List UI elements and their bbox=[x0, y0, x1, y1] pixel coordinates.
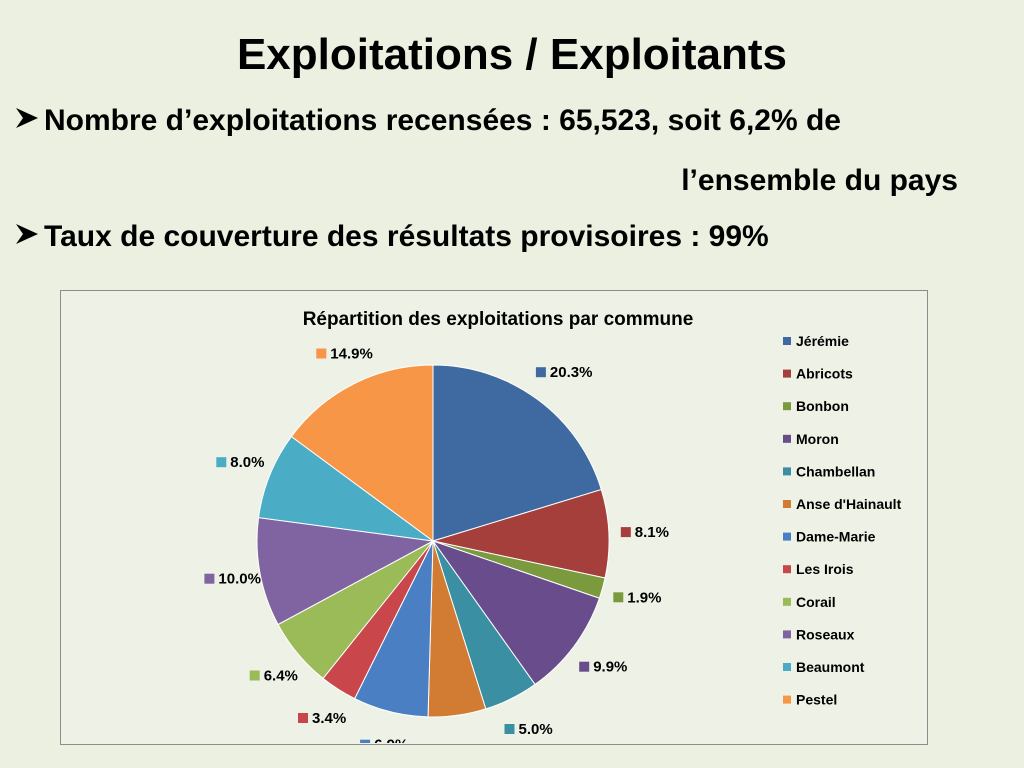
data-label-bonbon: 1.9% bbox=[613, 589, 662, 606]
legend-item-roseaux: Roseaux bbox=[783, 626, 855, 642]
legend-swatch bbox=[783, 369, 791, 378]
data-label-key bbox=[613, 592, 624, 603]
legend-swatch bbox=[783, 434, 791, 443]
legend-label: Beaumont bbox=[796, 659, 865, 675]
legend-label: Moron bbox=[796, 431, 839, 447]
data-label-text: 8.0% bbox=[230, 454, 264, 471]
bullet-text: Nombre d’exploitations recensées : 65,52… bbox=[44, 104, 841, 137]
arrow-bullet-icon bbox=[14, 222, 44, 246]
pie-slice-moron bbox=[431, 540, 601, 686]
data-label-chambellan: 5.0% bbox=[504, 721, 553, 738]
data-label-jeremie: 20.3% bbox=[535, 364, 593, 381]
data-label-corail: 6.4% bbox=[249, 668, 298, 685]
legend-label: Les Irois bbox=[796, 561, 854, 577]
data-label-key bbox=[360, 739, 371, 743]
bullet-coverage-rate: Taux de couverture des résultats proviso… bbox=[14, 220, 769, 254]
legend-item-moron: Moron bbox=[783, 431, 839, 447]
data-label-text: 9.9% bbox=[593, 659, 627, 676]
data-label-text: 20.3% bbox=[550, 364, 593, 381]
legend-label: Bonbon bbox=[796, 398, 849, 414]
legend-label: Roseaux bbox=[796, 626, 855, 642]
legend-item-chambellan: Chambellan bbox=[783, 463, 875, 479]
data-label-les-irois: 3.4% bbox=[298, 710, 346, 727]
data-label-key bbox=[204, 573, 215, 584]
legend-swatch bbox=[783, 695, 791, 704]
legend-swatch bbox=[783, 532, 791, 541]
data-label-key bbox=[249, 670, 260, 681]
data-label-roseaux: 10.0% bbox=[204, 571, 261, 588]
data-label-key bbox=[316, 348, 327, 359]
legend-item-anse-d-hainault: Anse d'Hainault bbox=[783, 496, 902, 512]
data-label-text: 1.9% bbox=[627, 589, 661, 606]
arrow-bullet-icon bbox=[14, 106, 44, 130]
data-label-text: 8.1% bbox=[635, 524, 669, 541]
legend-swatch bbox=[783, 630, 791, 639]
data-label-key bbox=[298, 713, 308, 723]
legend-label: Anse d'Hainault bbox=[796, 496, 902, 512]
data-label-key bbox=[535, 367, 546, 378]
legend-item-beaumont: Beaumont bbox=[783, 659, 865, 675]
legend-swatch bbox=[783, 402, 791, 411]
legend-swatch bbox=[783, 565, 791, 574]
data-label-text: 6.9% bbox=[374, 737, 408, 743]
bullet-text: Taux de couverture des résultats proviso… bbox=[44, 220, 769, 253]
pie-chart-container: Répartition des exploitations par commun… bbox=[60, 290, 928, 745]
data-label-key bbox=[620, 527, 631, 538]
legend-swatch bbox=[783, 663, 791, 671]
data-label-text: 10.0% bbox=[218, 571, 261, 588]
data-label-moron: 9.9% bbox=[579, 659, 627, 676]
legend-item-dame-marie: Dame-Marie bbox=[783, 529, 876, 545]
data-label-pestel: 14.9% bbox=[316, 346, 373, 363]
legend-item-pestel: Pestel bbox=[783, 692, 837, 708]
data-label-text: 5.3% bbox=[454, 741, 488, 743]
pie-slice-abricots bbox=[431, 488, 610, 579]
data-label-key bbox=[579, 661, 590, 672]
data-label-key bbox=[216, 457, 227, 468]
bullet-exploitations-count: Nombre d’exploitations recensées : 65,52… bbox=[14, 104, 841, 138]
data-label-abricots: 8.1% bbox=[620, 524, 669, 541]
pie-slice-roseaux bbox=[256, 517, 435, 626]
legend-item-abricots: Abricots bbox=[783, 366, 853, 382]
legend-swatch bbox=[783, 500, 791, 508]
data-label-anse-d-hainault: 5.3% bbox=[454, 741, 488, 743]
data-label-text: 6.4% bbox=[264, 668, 298, 685]
data-label-text: 14.9% bbox=[330, 346, 373, 363]
legend-label: Pestel bbox=[796, 692, 837, 708]
legend-label: Dame-Marie bbox=[796, 529, 876, 545]
legend-swatch bbox=[783, 597, 791, 606]
legend-label: Corail bbox=[796, 594, 836, 610]
pie-slice-pestel bbox=[290, 364, 434, 542]
legend-label: Abricots bbox=[796, 366, 853, 382]
legend-item-les-irois: Les Irois bbox=[783, 561, 854, 577]
legend-item-bonbon: Bonbon bbox=[783, 398, 849, 414]
data-label-key bbox=[504, 724, 515, 734]
legend-item-jeremie: Jérémie bbox=[783, 333, 849, 349]
chart-title: Répartition des exploitations par commun… bbox=[303, 309, 694, 330]
data-label-beaumont: 8.0% bbox=[216, 454, 265, 471]
legend-swatch bbox=[783, 337, 791, 345]
data-label-text: 5.0% bbox=[519, 721, 553, 738]
slide-title: Exploitations / Exploitants bbox=[236, 30, 788, 79]
data-label-dame-marie: 6.9% bbox=[360, 737, 408, 743]
pie-chart: Répartition des exploitations par commun… bbox=[204, 309, 902, 743]
bullet-continuation: l’ensemble du pays bbox=[681, 164, 958, 197]
legend-swatch bbox=[783, 467, 791, 476]
legend-item-corail: Corail bbox=[783, 594, 836, 610]
pie-slice-jeremie bbox=[432, 364, 602, 542]
legend-label: Chambellan bbox=[796, 463, 875, 479]
data-label-text: 3.4% bbox=[312, 710, 346, 727]
legend-label: Jérémie bbox=[796, 333, 849, 349]
